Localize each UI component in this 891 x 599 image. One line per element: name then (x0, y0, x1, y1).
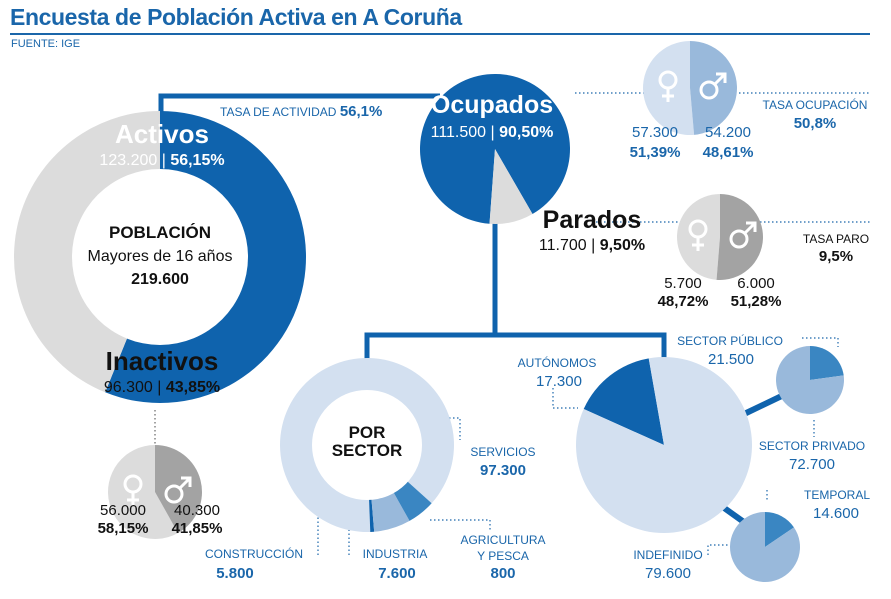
construccion-label: CONSTRUCCIÓN (205, 546, 303, 561)
sector-privado-label: SECTOR PRIVADO (759, 439, 865, 453)
inactivos-sexo-male-symbol-head (181, 476, 192, 487)
construccion-value: 5.800 (216, 565, 254, 582)
industria-label: INDUSTRIA (363, 547, 428, 561)
ocupados-values-part-0: 111.500 | (431, 124, 500, 141)
activos-values-part-0: 123.200 | (99, 152, 170, 169)
page-title: Encuesta de Población Activa en A Coruña (10, 4, 462, 30)
tasa-paro-value: 9,5% (819, 248, 853, 265)
leader-indefinido (707, 544, 730, 555)
publico-privado-slice-1 (776, 346, 844, 414)
poblacion-center-total: 219.600 (131, 271, 189, 288)
inactivos-male-pct: 41,85% (172, 520, 223, 537)
parados-female-pct: 48,72% (658, 293, 709, 310)
inactivos-sexo-male-symbol-icon (164, 484, 184, 504)
parados-sexo-male-symbol-icon (729, 229, 749, 249)
poblacion-center-subtitle: Mayores de 16 años (88, 248, 233, 265)
parados-sexo-slice-male (716, 194, 763, 280)
industria-value: 7.600 (378, 565, 416, 582)
inactivos-sexo-male-symbol-shaft (178, 477, 191, 490)
parados-sexo-male-symbol-shaft (743, 222, 756, 235)
leader-agricultura (430, 519, 491, 530)
inactivos-female-pct: 58,15% (98, 520, 149, 537)
inactivos-values-part-1: 43,85% (166, 379, 220, 396)
parados-values-part-0: 11.700 | (539, 237, 600, 254)
temporal-value: 14.600 (813, 505, 859, 522)
tasa-actividad-part-1: 56,1% (340, 103, 383, 120)
sector-center-line-0: POR (349, 423, 386, 442)
ocupados-sexo-male-symbol-head (716, 72, 727, 83)
parados-male-value: 6.000 (737, 275, 775, 292)
inactivos-sexo-slice-female (108, 444, 179, 539)
parados-values: 11.700 | 9,50% (539, 237, 645, 254)
indefinido-value: 79.600 (645, 565, 691, 582)
ocupados-values: 111.500 | 90,50% (431, 124, 554, 141)
ocupados-sexo-slice-male (690, 41, 737, 135)
servicios-label: SERVICIOS (470, 445, 535, 459)
tasa-actividad: TASA DE ACTIVIDAD 56,1% (220, 103, 382, 120)
tasa-paro-label: TASA PARO (803, 232, 869, 246)
parados-values-part-1: 9,50% (600, 237, 645, 254)
ocupados-female-pct: 51,39% (630, 144, 681, 161)
ocupados-values-part-1: 90,50% (499, 124, 553, 141)
poblacion-center-title: POBLACIÓN (109, 223, 211, 242)
servicios-value: 97.300 (480, 462, 526, 479)
parados-sexo-male-symbol-head (746, 221, 757, 232)
autonomos-value: 17.300 (536, 373, 582, 390)
temporal-label: TEMPORAL (804, 488, 870, 502)
ocupados-male-value: 54.200 (705, 124, 751, 141)
publico-privado-slice-0 (810, 346, 844, 380)
agricultura-label-1: Y PESCA (477, 549, 529, 563)
leader-autonomos (552, 388, 578, 409)
ocupados-label: Ocupados (431, 91, 553, 119)
inactivos-male-value: 40.300 (174, 502, 220, 519)
ocupados-sexo-male-symbol-shaft (713, 73, 726, 86)
parados-female-value: 5.700 (664, 275, 702, 292)
agricultura-value: 800 (490, 565, 515, 582)
ocupados-sexo-male-symbol-icon (699, 80, 719, 100)
situacion-slice-1 (575, 357, 753, 533)
sector-center-line-1: SECTOR (332, 441, 403, 460)
tasa-ocupacion-label: TASA OCUPACIÓN (763, 97, 868, 112)
activos-pie-slice-1 (489, 149, 533, 224)
tasa-actividad-part-0: TASA DE ACTIVIDAD (220, 105, 340, 119)
contrato-slice-0 (765, 512, 794, 547)
autonomos-label: AUTÓNOMOS (518, 355, 597, 370)
sector-publico-label: SECTOR PÚBLICO (677, 333, 783, 348)
agricultura-label-0: AGRICULTURA (460, 533, 545, 547)
leader-publico (802, 337, 839, 347)
sector-privado-value: 72.700 (789, 456, 835, 473)
ocupados-female-value: 57.300 (632, 124, 678, 141)
activos-values-part-1: 56,15% (170, 152, 224, 169)
inactivos-female-value: 56.000 (100, 502, 146, 519)
connector-sector-situacion (364, 332, 667, 362)
inactivos-values-part-0: 96.300 | (104, 379, 166, 396)
parados-label: Parados (543, 206, 642, 234)
inactivos-values: 96.300 | 43,85% (104, 379, 220, 396)
inactivos-label: Inactivos (106, 346, 219, 376)
indefinido-label: INDEFINIDO (633, 548, 702, 562)
title-rule (10, 33, 870, 35)
ocupados-male-pct: 48,61% (703, 144, 754, 161)
leader-servicios (445, 417, 461, 440)
sector-hole (312, 390, 422, 500)
sector-publico-value: 21.500 (708, 351, 754, 368)
tasa-ocupacion-value: 50,8% (794, 115, 837, 132)
poblacion-hole (72, 169, 248, 345)
activos-values: 123.200 | 56,15% (99, 152, 224, 169)
contrato-slice-1 (730, 512, 800, 582)
activos-pie-slice-0 (420, 74, 570, 224)
parados-male-pct: 51,28% (731, 293, 782, 310)
situacion-slice-0 (583, 358, 664, 445)
activos-label: Activos (115, 119, 209, 149)
source-note: FUENTE: IGE (11, 38, 81, 50)
